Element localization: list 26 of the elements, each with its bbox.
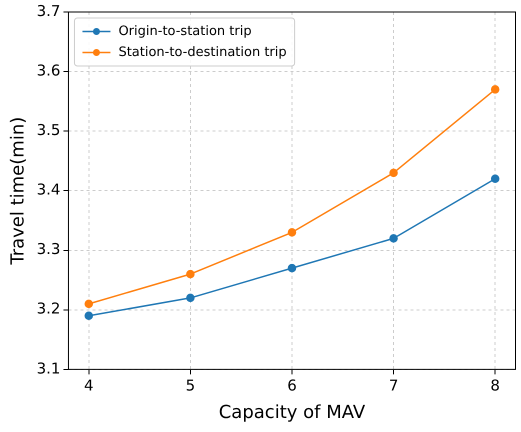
legend-label: Origin-to-station trip: [118, 24, 252, 39]
y-axis-title: Travel time(min): [7, 116, 28, 266]
point: [389, 168, 398, 178]
y-tick-label: 3.4: [36, 180, 60, 199]
y-tick-label: 3.5: [36, 121, 60, 140]
y-tick-label: 3.2: [36, 300, 60, 318]
x-tick-label: 6: [287, 376, 297, 394]
point: [288, 264, 296, 272]
point: [490, 85, 500, 94]
x-tick-label: 5: [186, 376, 196, 394]
point: [84, 312, 94, 320]
point: [288, 228, 296, 237]
point: [186, 270, 195, 278]
point: [490, 174, 500, 184]
y-tick-label: 3.1: [36, 359, 60, 378]
legend-label: Station-to-destination trip: [118, 44, 287, 60]
point: [84, 300, 94, 308]
x-tick-label: 4: [84, 376, 94, 394]
x-tick-label: 7: [388, 376, 398, 394]
x-tick-label: 8: [490, 376, 500, 394]
y-tick-label: 3.3: [36, 240, 60, 258]
x-axis-title: Capacity of MAV: [218, 402, 366, 423]
point: [186, 294, 195, 302]
y-tick-label: 3.6: [36, 61, 60, 80]
y-tick-label: 3.7: [36, 2, 60, 20]
point: [389, 234, 398, 243]
